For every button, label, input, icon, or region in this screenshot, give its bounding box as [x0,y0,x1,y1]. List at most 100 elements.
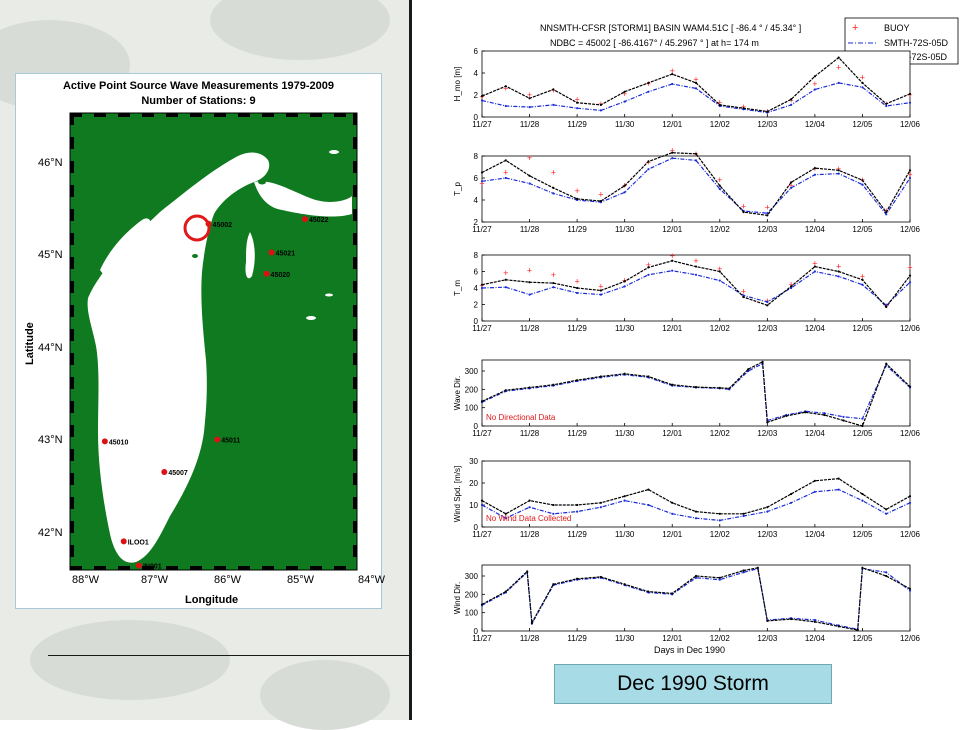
series-point [504,104,507,108]
plots-x-axis-label: Days in Dec 1990 [654,645,725,655]
series-point [861,179,864,182]
x-tick-label: 12/05 [852,120,873,129]
camo-patch [260,660,390,730]
series-point [671,512,674,515]
map-frame-tick [353,185,357,197]
series-point [671,592,674,595]
map-frame-tick [94,113,106,117]
map-frame-tick [310,113,322,117]
series-point [671,259,674,262]
map-y-tick: 44°N [38,342,63,354]
map-y-tick: 46°N [38,157,63,169]
series-point [671,383,674,386]
map-frame-tick [353,257,357,269]
buoy-point: + [598,99,603,109]
map-subtitle: Number of Stations: 9 [141,95,256,107]
series-point [526,570,529,573]
series-point [623,499,626,502]
station-label: 45022 [309,217,329,224]
series-point [813,618,816,622]
y-tick-label: 0 [474,422,479,431]
map-x-tick: 85°W [287,574,315,586]
map-frame-tick [353,137,357,149]
map-frame-tick [353,473,357,485]
series-point [842,415,845,418]
map-frame-tick [353,497,357,509]
y-tick-label: 8 [474,251,479,260]
buoy-point: + [551,86,556,96]
series-point [623,100,626,103]
x-tick-label: 12/06 [900,634,921,643]
series-point [861,417,864,420]
island [306,316,316,320]
map-frame-tick [353,233,357,245]
map-frame-tick [70,233,74,245]
series-point [576,101,579,104]
buoy-point: + [836,63,841,73]
series-point [528,174,531,177]
y-tick-label: 4 [474,284,479,293]
map-frame-tick [353,449,357,461]
series-point [861,278,864,281]
x-tick-label: 12/02 [710,324,731,333]
series-point [766,304,769,307]
buoy-point: + [860,72,865,82]
series-point [718,386,721,389]
station-marker [214,436,221,443]
x-tick-label: 11/29 [567,429,587,438]
series-line-1 [481,566,911,631]
series-point [530,621,534,624]
series-point [742,512,745,515]
series-point [837,275,840,278]
x-tick-label: 12/01 [662,324,683,333]
series-point [623,495,626,498]
island [172,185,184,191]
map-frame-tick [334,566,346,570]
x-tick-label: 11/29 [567,530,587,539]
panel-0: 0 2 4 6 11/27 11/28 11/29 11/30 12/01 12/02 12/03 1… [453,47,921,129]
y-tick-label: 2 [474,218,479,227]
series-point [647,266,650,269]
series-point [813,270,816,273]
series-point [747,368,750,371]
series-point [761,360,764,363]
series-point [885,508,888,511]
series-point [790,98,793,101]
x-tick-label: 12/01 [662,634,683,643]
x-tick-label: 12/06 [900,225,921,234]
series-point [599,575,602,579]
x-tick-label: 11/30 [615,429,635,438]
x-tick-label: 11/27 [472,530,492,539]
y-tick-label: 200 [465,590,479,599]
series-point [742,211,745,214]
series-point [837,81,840,84]
series-point [576,503,579,507]
x-tick-label: 12/03 [757,530,778,539]
map-frame-tick [70,305,74,317]
map-frame-tick [70,209,74,221]
series-point [908,281,912,284]
map-frame-tick [286,113,298,117]
series-point [861,492,864,496]
series-point [861,424,864,428]
series-point [647,90,650,93]
y-tick-label: 4 [474,196,479,205]
x-tick-label: 11/29 [567,324,587,333]
series-point [790,181,793,184]
map-frame-tick [334,113,346,117]
series-point [813,490,816,493]
x-tick-label: 12/02 [710,120,731,129]
series-point [766,619,769,623]
x-tick-label: 12/05 [852,530,873,539]
series-point [908,92,912,95]
series-point [552,281,555,285]
buoy-point: + [717,98,722,108]
series-point [480,503,484,507]
series-point [718,519,721,522]
buoy-point: + [717,175,722,185]
series-point [694,574,698,578]
series-point [790,186,793,189]
y-tick-label: 2 [474,301,479,310]
series-point [599,501,602,504]
x-tick-label: 11/28 [520,324,540,333]
